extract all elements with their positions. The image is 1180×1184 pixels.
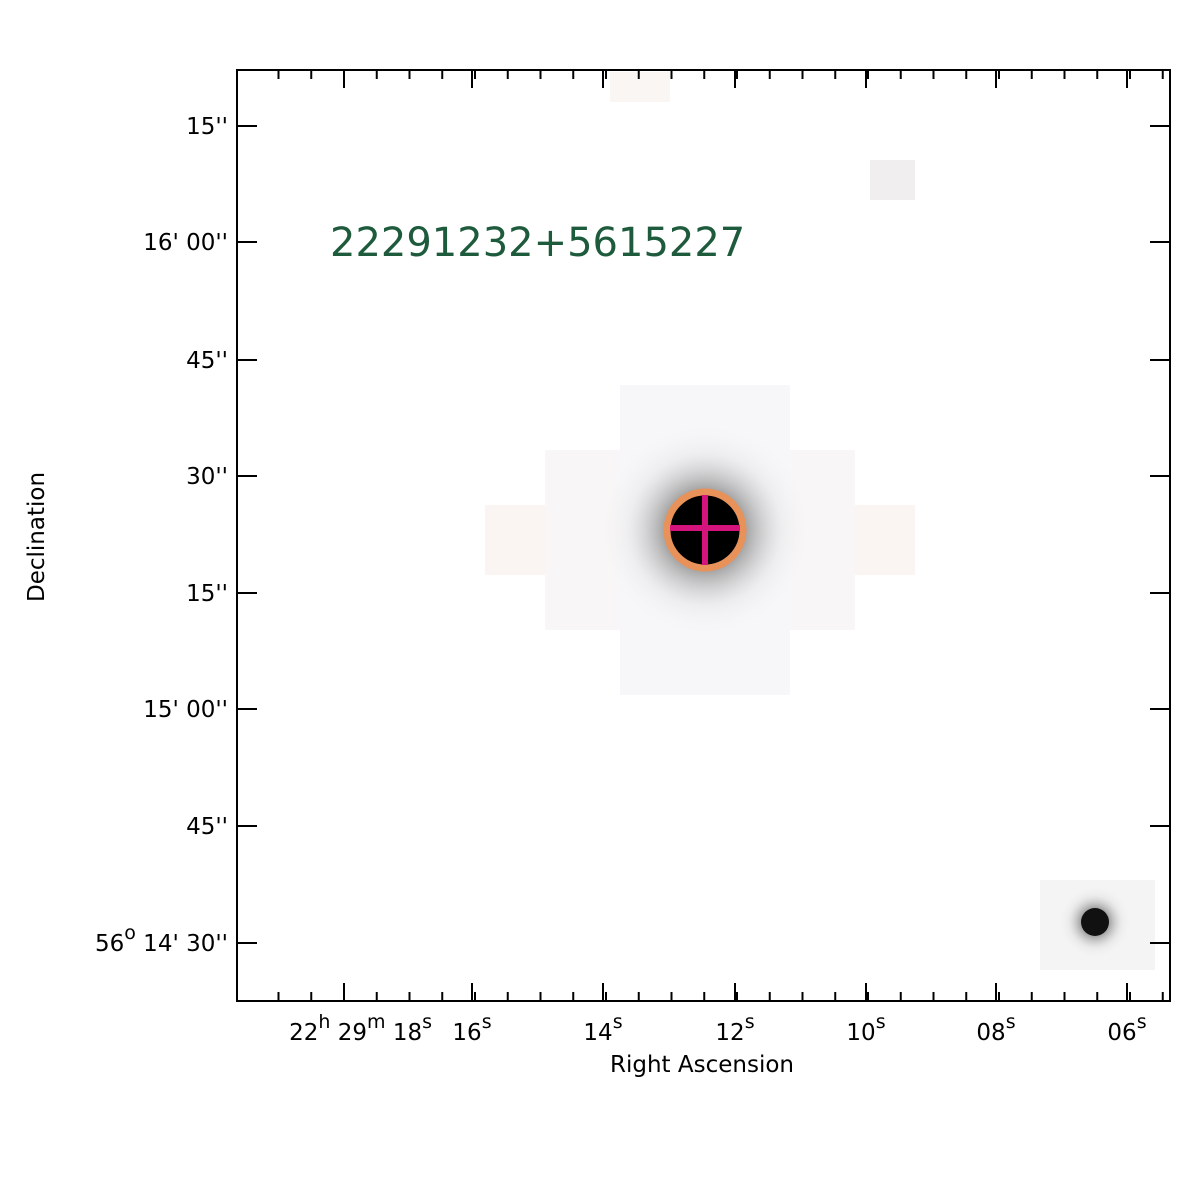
label-part: 14 [583, 1020, 612, 1046]
label-part: s [422, 1011, 432, 1033]
label-part: 10 [846, 1020, 875, 1046]
tick-label: 06s [1107, 1011, 1146, 1046]
label-part: 29 [330, 1020, 367, 1046]
label-part: 45'' [186, 348, 228, 374]
label-part: m [367, 1011, 386, 1033]
tick-label: 15'' [186, 581, 228, 607]
tick-label: 10s [846, 1011, 885, 1046]
tick-label: 12s [715, 1011, 754, 1046]
label-part: s [745, 1011, 755, 1033]
label-part: 15'' [186, 581, 228, 607]
source-id: 22291232+5615227 [330, 220, 745, 266]
label-part: s [876, 1011, 886, 1033]
label-part: 56 [95, 931, 124, 957]
label-part: 12 [715, 1020, 744, 1046]
label-part: h [318, 1011, 330, 1033]
label-part: 08 [976, 1020, 1005, 1046]
label-part: o [124, 922, 136, 944]
neighbor-star-core [1081, 908, 1109, 936]
tick-label: 22h 29m 18s [289, 1011, 432, 1046]
tick-label: 14s [583, 1011, 622, 1046]
sky-image [485, 72, 1155, 970]
label-part: 06 [1107, 1020, 1136, 1046]
tick-label: 16s [452, 1011, 491, 1046]
tick-label: 30'' [186, 464, 228, 490]
tick-label: 15' 00'' [143, 697, 228, 723]
faint-source [610, 72, 670, 102]
label-part: 16' 00'' [143, 230, 228, 256]
label-part: s [1137, 1011, 1147, 1033]
tick-label: 15'' [186, 114, 228, 140]
label-part: 15' 00'' [143, 697, 228, 723]
label-part: 16 [452, 1020, 481, 1046]
label-part: s [1006, 1011, 1016, 1033]
tick-label: 16' 00'' [143, 230, 228, 256]
label-part: 30'' [186, 464, 228, 490]
label-part: 14' 30'' [136, 931, 228, 957]
faint-source [870, 160, 915, 200]
label-part: s [613, 1011, 623, 1033]
tick-label: 45'' [186, 348, 228, 374]
x-axis-label: Right Ascension [610, 1052, 794, 1078]
label-part: 15'' [186, 114, 228, 140]
label-part: 18 [386, 1020, 423, 1046]
tick-label: 56o 14' 30'' [95, 922, 228, 957]
label-part: 45'' [186, 814, 228, 840]
tick-label: 08s [976, 1011, 1015, 1046]
label-part: 22 [289, 1020, 318, 1046]
target-circle [663, 488, 747, 572]
tick-label: 45'' [186, 814, 228, 840]
label-part: s [482, 1011, 492, 1033]
y-axis-label: Declination [24, 472, 50, 602]
